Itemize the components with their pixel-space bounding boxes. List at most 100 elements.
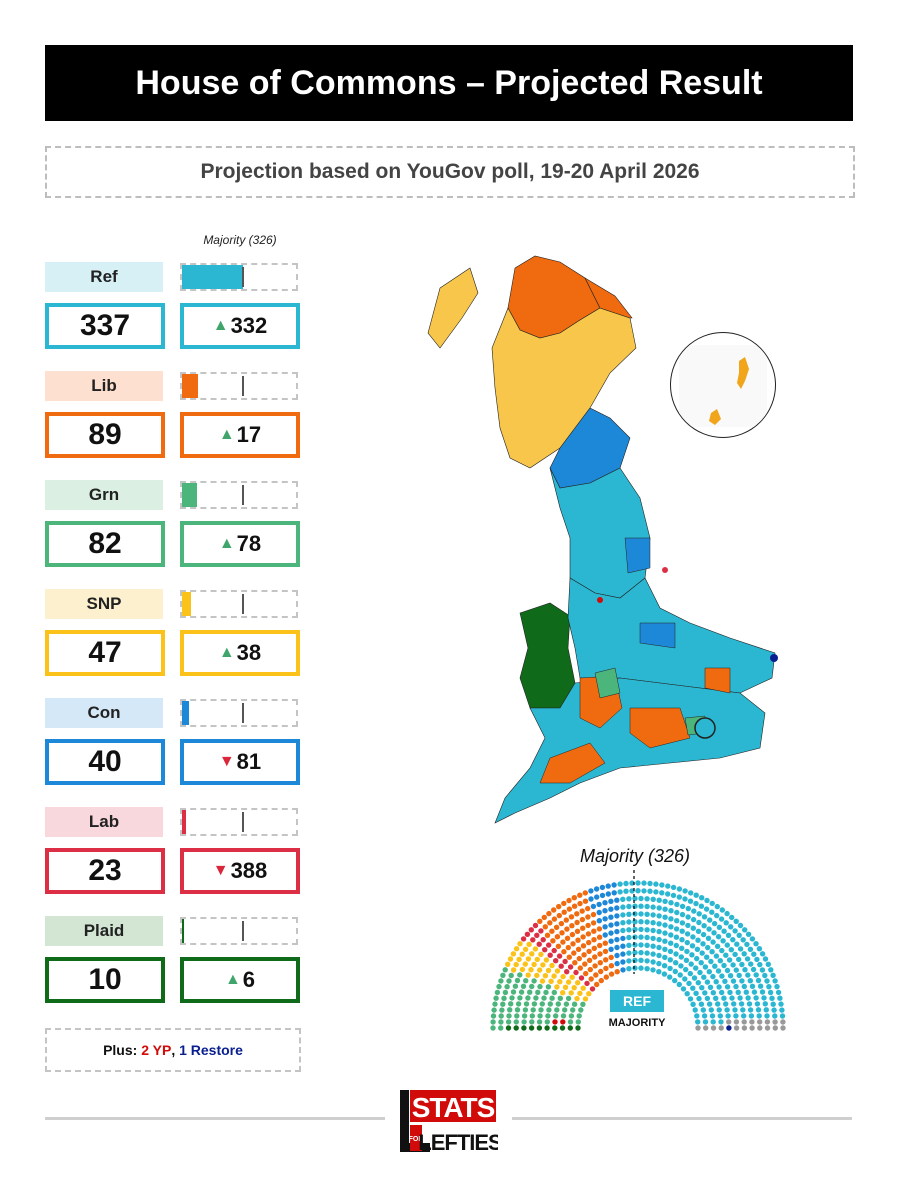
seat-dot [525, 995, 531, 1001]
seat-change-value: 17 [236, 422, 262, 447]
majority-marker [242, 376, 244, 396]
seat-dot [754, 956, 760, 963]
seat-dot [567, 1019, 574, 1025]
seat-dot [693, 990, 699, 996]
seat-dot [638, 926, 644, 933]
seat-dot [580, 1001, 586, 1007]
seat-dot [641, 880, 647, 886]
seat-dot [549, 962, 555, 969]
seat-dot [575, 937, 581, 943]
seat-dot [653, 889, 659, 895]
seat-dot [724, 910, 730, 917]
arrow-up-icon: ▲ [218, 535, 235, 552]
seat-dot [674, 901, 680, 908]
seat-dot [574, 928, 581, 934]
seat-dot [588, 888, 594, 894]
seat-dot [571, 895, 577, 901]
seat-dot [772, 1013, 778, 1019]
footer-divider-right [512, 1117, 852, 1120]
seat-dot [699, 985, 705, 991]
seat-dot [588, 976, 594, 982]
seat-dot [596, 909, 602, 916]
seat-dot [725, 932, 732, 938]
seat-dot [592, 954, 598, 960]
seat-dot [733, 1025, 740, 1031]
seat-dot [756, 946, 763, 952]
seat-change-lab: ▼ 388 [180, 848, 300, 894]
seat-dot [656, 905, 662, 911]
seat-dot [650, 927, 656, 934]
seat-dot [567, 1025, 573, 1031]
seat-dot [644, 896, 650, 902]
seat-dot [614, 960, 620, 967]
seat-dot [510, 989, 517, 995]
seat-dot [723, 1001, 729, 1007]
seat-dot [647, 888, 653, 894]
seat-dot [685, 905, 691, 912]
seat-dot [733, 1013, 739, 1019]
seat-dot [620, 959, 626, 965]
seat-dot [717, 958, 723, 964]
seat-dot [711, 920, 718, 927]
seat-dot [719, 973, 725, 979]
seat-dot [679, 945, 685, 951]
seat-dot [585, 905, 591, 912]
seat-dot [537, 967, 543, 973]
seat-dot [560, 1019, 566, 1025]
seat-dot [679, 911, 686, 918]
seat-dot [523, 1001, 530, 1007]
seat-dot [727, 989, 733, 996]
seat-dot [668, 932, 674, 938]
seat-dot [705, 935, 712, 941]
seat-dot [583, 970, 589, 977]
seat-dot [740, 937, 746, 943]
map-yp-seat [597, 597, 603, 603]
seat-dot [577, 965, 583, 971]
majority-marker [242, 485, 244, 505]
seat-change-value: 388 [230, 858, 268, 883]
map-con-patch-1 [624, 537, 651, 574]
seat-dot [641, 888, 647, 894]
seat-bar-fill-ref [182, 265, 244, 289]
seat-dot [513, 1019, 519, 1025]
seat-dot [699, 950, 705, 956]
seat-dot [519, 951, 525, 957]
seat-dot [746, 1001, 753, 1007]
seat-dot [717, 1013, 723, 1019]
seat-dot [575, 1025, 581, 1031]
seat-dot [762, 956, 769, 962]
seat-dot [555, 943, 562, 949]
seat-dot [780, 1019, 786, 1025]
majority-marker [242, 267, 244, 287]
seat-dot [592, 963, 598, 969]
seat-dot [577, 892, 583, 898]
map-south-england [494, 677, 766, 824]
seat-dot [500, 1001, 506, 1007]
seat-dot [551, 916, 558, 922]
seat-dot [602, 932, 608, 938]
seat-dot [702, 964, 709, 970]
seat-dot [522, 1007, 529, 1013]
seat-dot [687, 970, 693, 977]
seat-dot [593, 972, 599, 978]
seat-dot [626, 934, 632, 941]
seat-dot [559, 1025, 566, 1031]
seat-dot [684, 931, 691, 937]
seat-dot [694, 955, 700, 962]
seat-dot [731, 1001, 737, 1007]
seat-dot [532, 946, 539, 952]
seat-dot [708, 1007, 714, 1013]
map-wales [519, 602, 576, 709]
seat-dot [742, 967, 748, 973]
seat-dot [726, 1025, 732, 1031]
seat-dot [656, 960, 662, 967]
seat-dot [674, 918, 680, 924]
seat-dot [568, 1013, 575, 1019]
seat-dot [490, 1019, 496, 1025]
seat-dot [524, 931, 531, 937]
seat-dot [560, 973, 566, 980]
seat-dot [638, 949, 644, 956]
seat-dot [748, 1013, 755, 1019]
seat-dot [492, 1001, 498, 1007]
majority-caption: Majority (326) [203, 233, 277, 247]
